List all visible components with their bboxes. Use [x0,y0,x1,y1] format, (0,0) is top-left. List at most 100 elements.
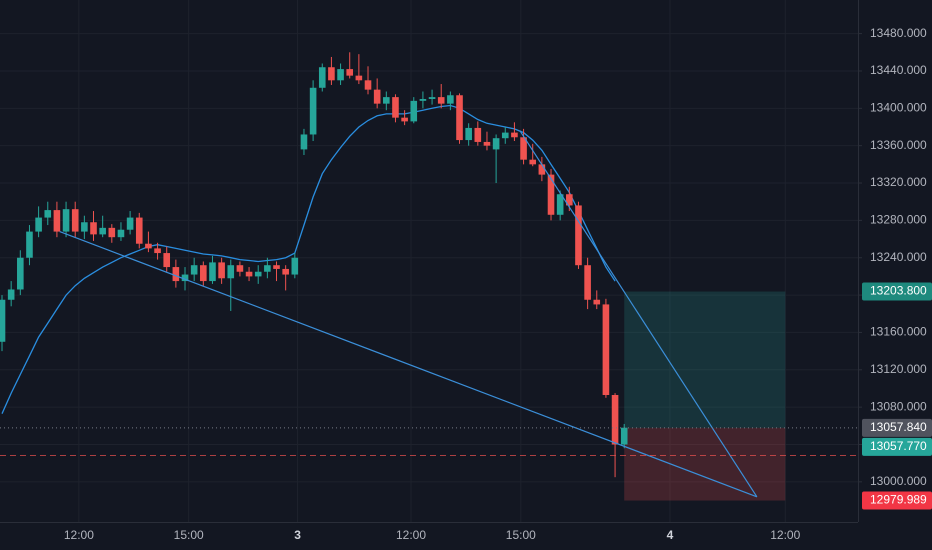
candle-body [373,89,381,104]
y-tick-label: 13000.000 [870,474,927,488]
candle-body [172,267,180,282]
candle-body [529,159,537,165]
candle-body [383,97,390,104]
x-tick-label: 12:00 [64,528,94,542]
candle-body [108,227,116,238]
trendline [519,130,758,498]
y-tick-label: 13360.000 [870,138,927,152]
candle-body [90,222,97,235]
price-label: 13203.800 [870,284,927,298]
candle-body [566,194,573,206]
candle-body [300,134,308,150]
candle-body [135,217,143,244]
candle-body [254,271,262,277]
candle-body [291,257,299,275]
candle-body [117,229,125,238]
x-tick-label: 12:00 [770,528,800,542]
x-tick-label: 3 [294,528,301,542]
candle-body [218,262,225,279]
y-tick-label: 13240.000 [870,250,927,264]
candle-body [538,164,546,175]
candle-body [392,97,399,118]
candle-body [337,69,344,81]
candle-body [264,265,271,272]
candle-body [611,395,619,445]
candle-body [209,262,216,282]
candle-body [154,248,161,254]
candle-body [410,100,418,122]
candle-body [99,227,106,235]
candle-body [511,132,518,138]
candle-body [181,274,189,282]
candle-body [419,98,427,101]
price-label: 12979.989 [870,493,927,507]
trendline [59,231,758,498]
candle-body [200,265,207,282]
candle-body [447,95,454,104]
price-label-bg [862,282,932,301]
candle-body [44,210,52,218]
candle-body [465,127,472,141]
candle-body [163,253,171,268]
candle-body [0,299,6,342]
y-tick-label: 13280.000 [870,213,927,227]
target-zone [624,291,786,428]
candle-body [81,222,88,232]
candle-body [273,265,280,269]
candle-body [328,67,335,81]
candle-body [355,75,363,81]
y-tick-label: 13480.000 [870,26,927,40]
candle-body [7,289,15,300]
y-tick-label: 13160.000 [870,325,927,339]
candle-body [245,271,253,277]
x-tick-label: 4 [667,528,674,542]
candle-body [474,127,482,142]
candle-body [501,132,509,139]
y-tick-label: 13400.000 [870,100,927,114]
moving-average [1,104,616,414]
y-tick-label: 13320.000 [870,175,927,189]
price-label: 13057.840 [870,420,927,434]
candle-body [483,141,491,146]
candle-body [437,97,445,104]
x-tick-label: 12:00 [396,528,426,542]
candle-body [492,138,500,150]
y-tick-label: 13120.000 [870,362,927,376]
price-label-bg [862,491,932,510]
candle-body [556,194,564,215]
candle-body [227,265,235,279]
price-label-bg [862,418,932,437]
candle-body [145,243,152,249]
stop-zone [624,427,786,501]
candle-body [62,209,70,232]
candle-body [575,205,582,266]
candle-body [346,69,354,76]
y-tick-label: 13440.000 [870,63,927,77]
candle-body [401,117,408,122]
candle-body [584,265,591,300]
candle-body [53,210,61,232]
price-label: 13057.770 [870,439,927,453]
candle-body [35,217,42,232]
x-tick-label: 15:00 [174,528,204,542]
candle-body [520,137,527,160]
candle-body [236,265,244,272]
candle-body [456,95,463,141]
candle-body [17,257,24,290]
price-label-bg [862,437,932,456]
candle-body [282,268,289,275]
plot-layer [0,0,858,522]
y-tick-label: 13080.000 [870,399,927,413]
candle-body [26,231,33,258]
candle-body [428,97,436,99]
candle-body [547,174,555,215]
candle-body [602,304,610,396]
candle-body [190,265,198,275]
x-tick-label: 15:00 [506,528,536,542]
candle-body [126,217,134,230]
candle-body [318,67,326,88]
candle-body [71,209,79,232]
candle-body [309,87,317,135]
